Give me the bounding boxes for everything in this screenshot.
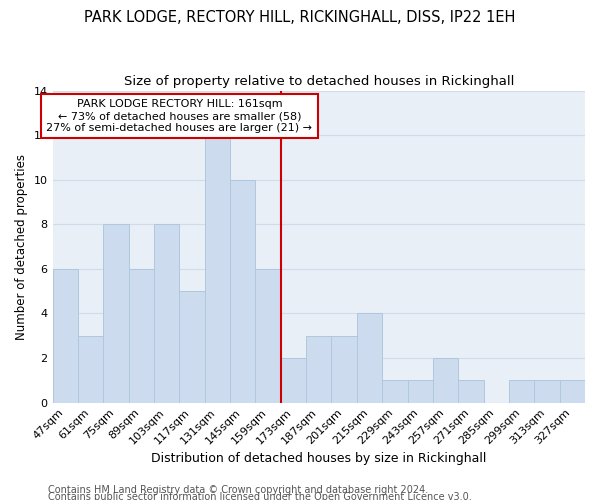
Bar [53, 269, 78, 402]
Bar [128, 269, 154, 402]
Text: Contains public sector information licensed under the Open Government Licence v3: Contains public sector information licen… [48, 492, 472, 500]
Bar [230, 180, 256, 402]
X-axis label: Distribution of detached houses by size in Rickinghall: Distribution of detached houses by size … [151, 452, 487, 465]
Bar [331, 336, 357, 402]
Bar [306, 336, 331, 402]
Bar [179, 291, 205, 403]
Title: Size of property relative to detached houses in Rickinghall: Size of property relative to detached ho… [124, 75, 514, 88]
Bar [205, 135, 230, 402]
Bar [357, 314, 382, 402]
Bar [560, 380, 585, 402]
Bar [256, 269, 281, 402]
Y-axis label: Number of detached properties: Number of detached properties [15, 154, 28, 340]
Text: Contains HM Land Registry data © Crown copyright and database right 2024.: Contains HM Land Registry data © Crown c… [48, 485, 428, 495]
Text: PARK LODGE RECTORY HILL: 161sqm
← 73% of detached houses are smaller (58)
27% of: PARK LODGE RECTORY HILL: 161sqm ← 73% of… [46, 100, 313, 132]
Bar [458, 380, 484, 402]
Bar [281, 358, 306, 403]
Bar [534, 380, 560, 402]
Bar [382, 380, 407, 402]
Bar [103, 224, 128, 402]
Text: PARK LODGE, RECTORY HILL, RICKINGHALL, DISS, IP22 1EH: PARK LODGE, RECTORY HILL, RICKINGHALL, D… [85, 10, 515, 25]
Bar [154, 224, 179, 402]
Bar [433, 358, 458, 403]
Bar [78, 336, 103, 402]
Bar [407, 380, 433, 402]
Bar [509, 380, 534, 402]
